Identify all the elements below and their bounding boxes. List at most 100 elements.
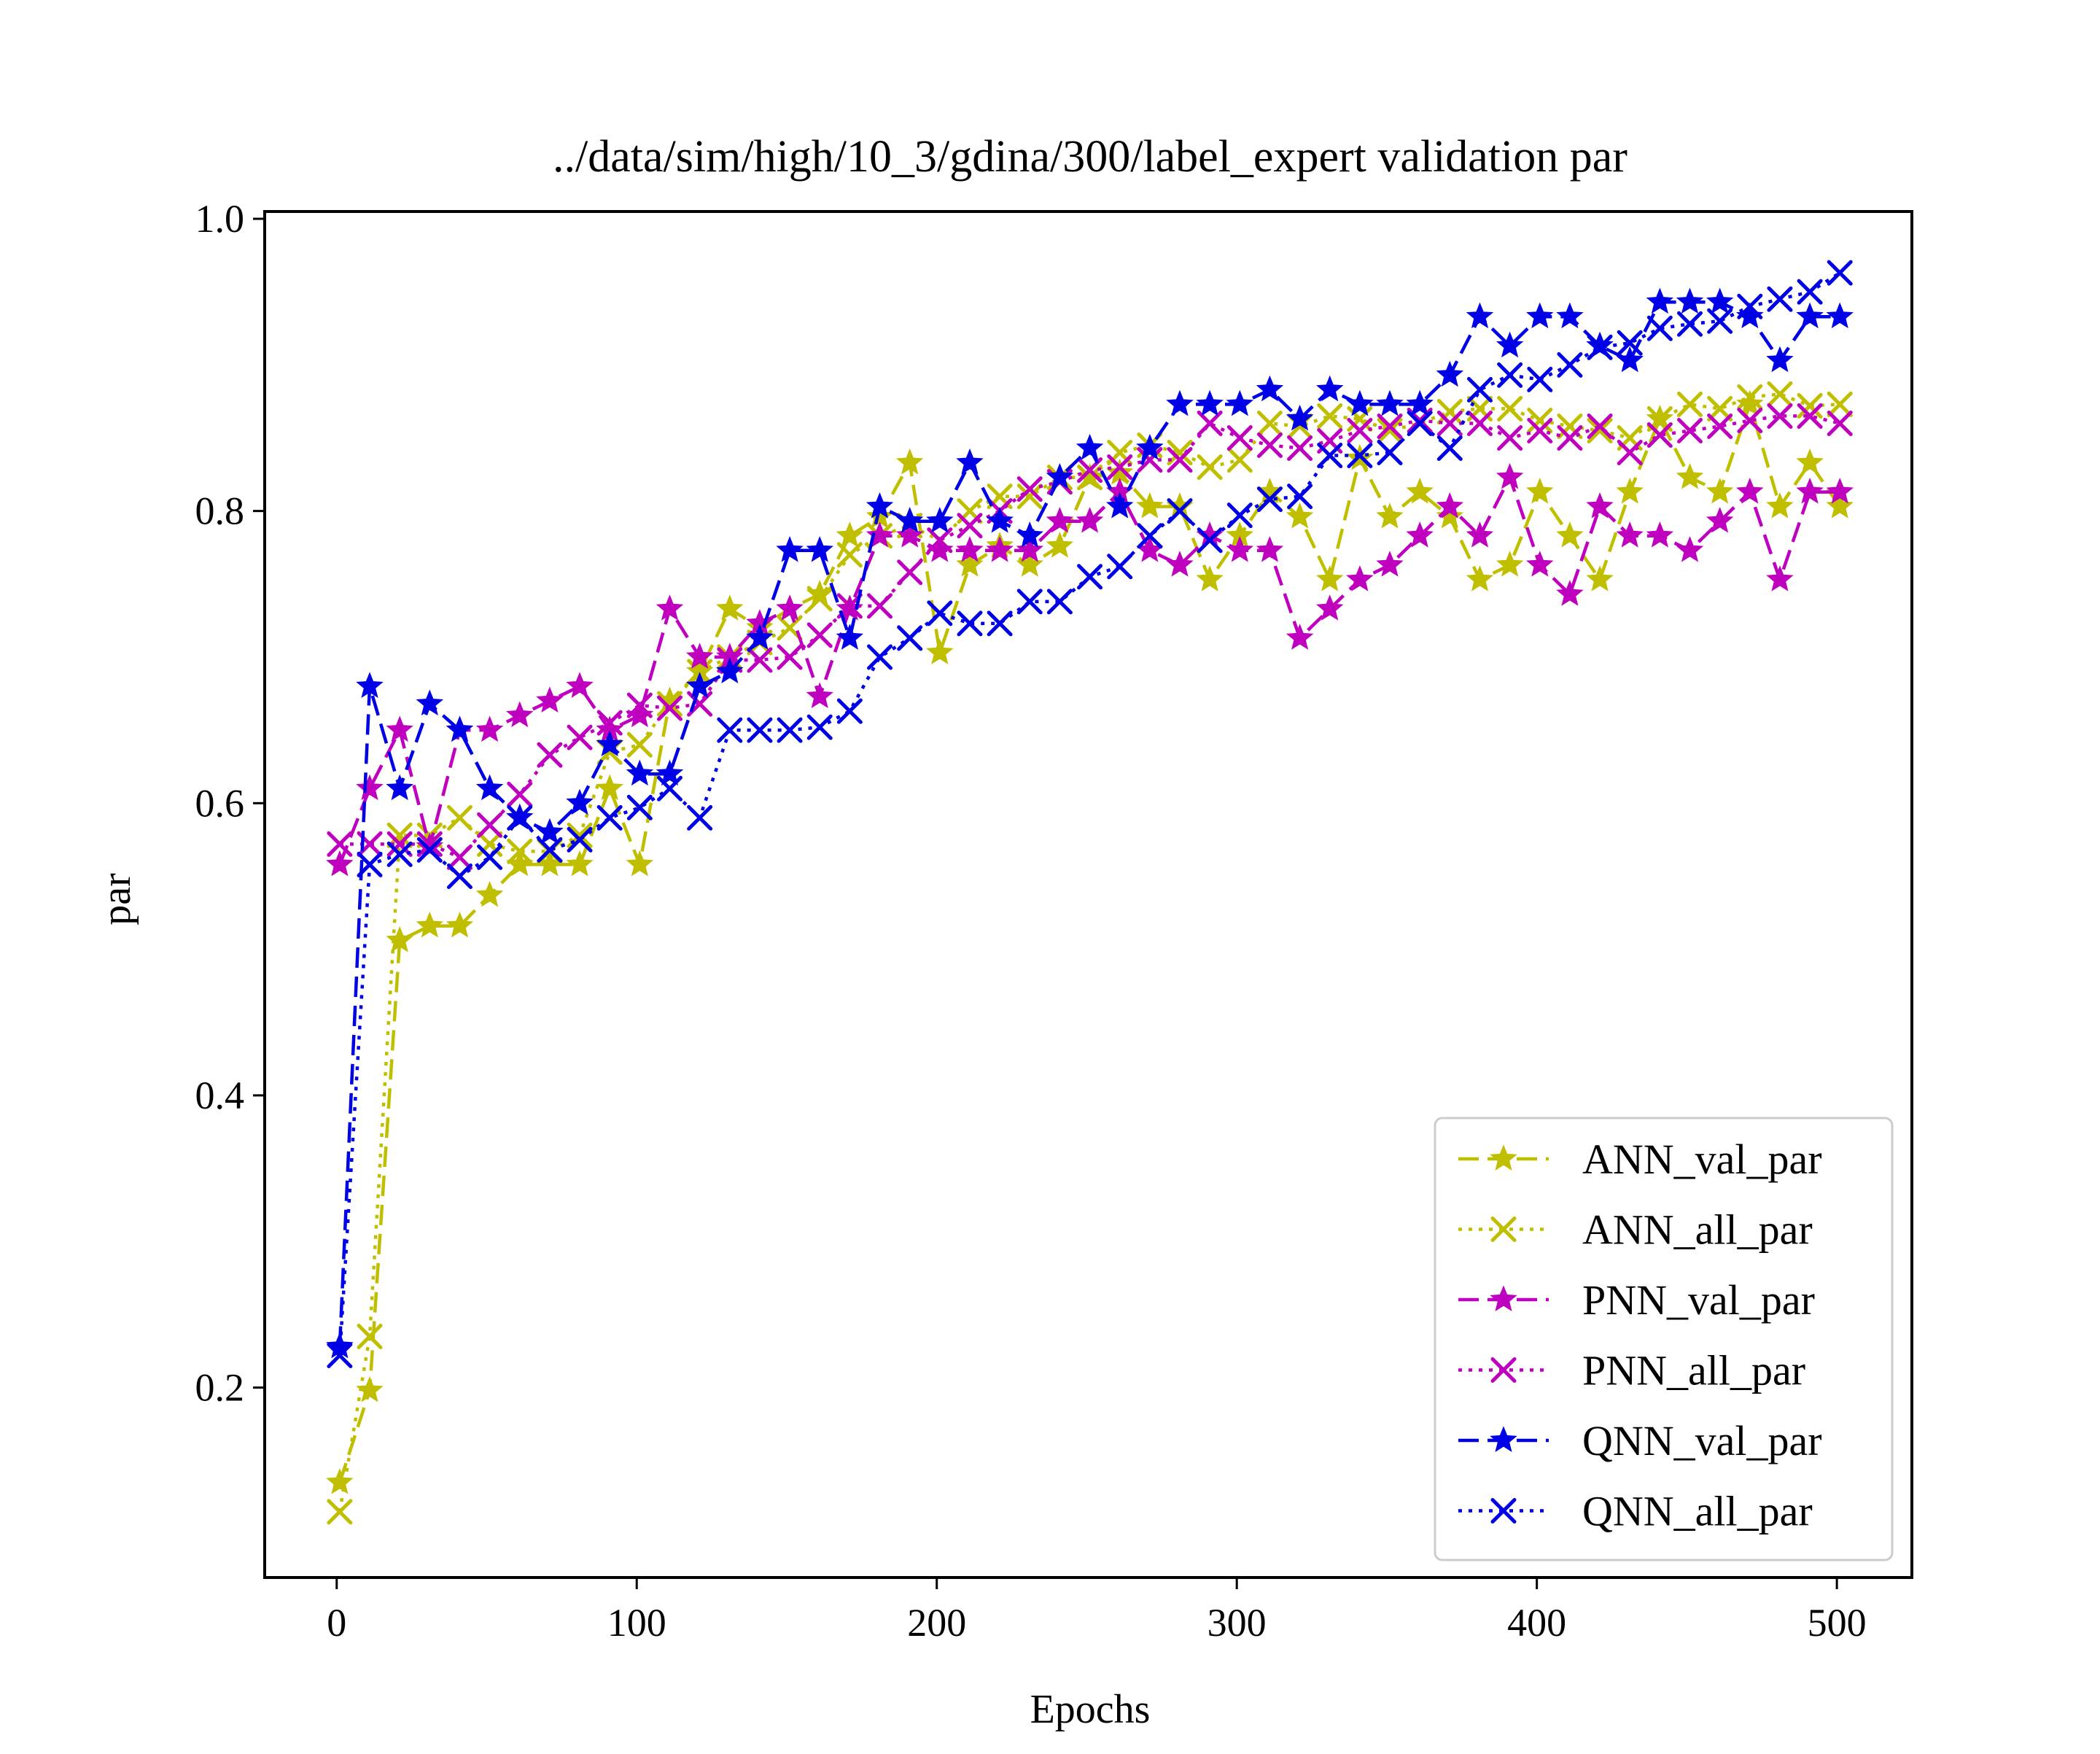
data-point-PNN_all_par-19-stroke-b [897, 559, 923, 586]
data-point-QNN_val_par-45 [1676, 287, 1704, 314]
data-point-PNN_all_par-8 [567, 724, 593, 750]
data-point-ANN_val_par-49 [1796, 448, 1824, 475]
data-point-QNN_all_par-1-stroke-b [357, 851, 383, 877]
data-point-QNN_all_par-18 [867, 644, 893, 670]
data-point-ANN_all_par-31 [1256, 410, 1283, 436]
data-point-QNN_val_par-5 [475, 774, 504, 801]
data-point-PNN_all_par-18-stroke-b [867, 593, 893, 619]
data-point-PNN_all_par-37-stroke-b [1436, 410, 1463, 436]
data-point-QNN_all_par-27 [1137, 523, 1163, 549]
data-point-QNN_val_par-49 [1796, 302, 1824, 329]
data-point-QNN_val_par-50 [1826, 302, 1854, 329]
data-point-QNN_all_par-32 [1287, 484, 1313, 510]
data-point-ANN_val_par-39 [1496, 551, 1524, 577]
x-tick-label-1: 100 [607, 1601, 666, 1645]
data-point-QNN_val_par-17 [836, 624, 864, 650]
data-point-QNN_val_par-26 [1105, 492, 1134, 519]
data-point-PNN_all_par-19 [897, 559, 923, 586]
data-point-QNN_all_par-7 [537, 837, 563, 863]
data-point-QNN_all_par-0-stroke-b [327, 1343, 353, 1369]
data-point-PNN_val_par-31 [1256, 536, 1284, 562]
data-point-PNN_all_par-30-stroke-b [1226, 424, 1253, 451]
data-point-PNN_val_par-10 [626, 701, 654, 728]
data-point-PNN_val_par-16 [806, 682, 833, 708]
data-point-PNN_all_par-16-stroke-b [806, 622, 833, 648]
data-point-PNN_all_par-9 [596, 710, 623, 736]
data-point-PNN_val_par-28 [1166, 551, 1194, 577]
data-point-QNN_all_par-23-stroke-b [1016, 589, 1043, 615]
data-point-ANN_all_par-40-stroke-b [1527, 407, 1553, 433]
data-point-PNN_val_par-38 [1466, 521, 1494, 548]
data-point-QNN_val_par-37 [1436, 360, 1464, 387]
data-point-PNN_all_par-35 [1377, 413, 1403, 439]
data-point-PNN_all_par-30 [1226, 424, 1253, 451]
data-point-ANN_val_par-41 [1556, 521, 1584, 548]
data-point-PNN_all_par-9-stroke-b [596, 710, 623, 736]
data-point-QNN_val_par-35 [1376, 389, 1404, 416]
data-point-ANN_val_par-20 [926, 638, 954, 664]
data-point-PNN_all_par-46 [1707, 413, 1733, 439]
data-point-ANN_all_par-49-stroke-b [1797, 392, 1823, 419]
data-point-ANN_val_par-19 [895, 448, 924, 475]
data-point-ANN_all_par-41-stroke-b [1557, 413, 1583, 439]
data-point-QNN_val_par-11 [656, 759, 684, 786]
data-point-QNN_all_par-44 [1646, 315, 1673, 341]
data-point-PNN_all_par-2-stroke-b [386, 831, 413, 857]
data-point-QNN_all_par-2 [386, 841, 413, 867]
data-point-QNN_val_par-9 [596, 730, 623, 757]
data-point-PNN_all_par-49-stroke-b [1797, 403, 1823, 429]
data-point-PNN_all_par-8-stroke-b [567, 724, 593, 750]
data-point-QNN_all_par-20-stroke-b [927, 600, 953, 626]
y-tick-label-3: 0.8 [195, 489, 245, 533]
data-point-QNN_all_par-30 [1226, 502, 1253, 529]
data-point-ANN_all_par-17 [836, 542, 863, 568]
data-point-PNN_all_par-32 [1287, 435, 1313, 462]
data-point-QNN_all_par-26-stroke-b [1107, 554, 1133, 580]
data-point-PNN_val_par-2 [386, 715, 413, 742]
data-point-PNN_all_par-2 [386, 831, 413, 857]
data-point-PNN_all_par-14 [747, 647, 773, 673]
data-point-QNN_all_par-21-stroke-b [957, 610, 983, 637]
data-point-PNN_val_par-36 [1406, 521, 1434, 548]
data-point-PNN_all_par-7-stroke-b [537, 742, 563, 768]
data-point-PNN_val_par-49 [1796, 477, 1824, 504]
data-point-ANN_val_par-2 [386, 925, 413, 952]
data-point-ANN_all_par-48-stroke-b [1767, 381, 1793, 407]
data-point-PNN_all_par-23-stroke-b [1016, 476, 1043, 502]
x-tick-label-5: 500 [1808, 1601, 1867, 1645]
data-point-PNN_all_par-41-stroke-b [1557, 424, 1583, 451]
data-point-QNN_all_par-3-stroke-b [416, 837, 443, 863]
data-point-ANN_all_par-1 [357, 1323, 383, 1349]
data-point-PNN_val_par-50 [1826, 477, 1854, 504]
plot-frame [263, 210, 1913, 1579]
data-point-PNN_all_par-18 [867, 593, 893, 619]
data-point-PNN_all_par-10-stroke-b [626, 692, 653, 718]
data-point-ANN_all_par-29 [1197, 454, 1223, 481]
data-point-ANN_val_par-13 [716, 594, 744, 621]
data-point-PNN_all_par-21 [957, 513, 983, 539]
series-PNN_val_par [326, 462, 1854, 877]
data-point-QNN_all_par-6 [507, 804, 533, 831]
data-point-QNN_all_par-12-stroke-b [687, 804, 713, 831]
data-point-QNN_all_par-12 [687, 804, 713, 831]
data-point-QNN_all_par-37-stroke-b [1436, 435, 1463, 462]
data-point-QNN_val_par-48 [1766, 346, 1794, 373]
data-point-QNN_all_par-33-stroke-b [1317, 443, 1343, 469]
data-point-PNN_all_par-28 [1167, 447, 1193, 473]
data-point-ANN_val_par-24 [1046, 532, 1074, 558]
data-point-PNN_val_par-39 [1496, 462, 1524, 489]
data-point-QNN_all_par-43-stroke-b [1617, 330, 1643, 356]
plot-area [263, 210, 1913, 1579]
y-tick-label-2: 0.6 [195, 781, 245, 825]
data-point-PNN_all_par-7 [537, 742, 563, 768]
data-point-QNN_val_par-16 [806, 536, 833, 562]
data-point-ANN_all_par-46-stroke-b [1707, 395, 1733, 422]
data-point-QNN_val_par-36 [1406, 389, 1434, 416]
data-point-QNN_all_par-28-stroke-b [1167, 498, 1193, 524]
data-point-QNN_all_par-13 [717, 717, 743, 743]
data-point-QNN_all_par-11-stroke-b [656, 775, 682, 802]
data-point-PNN_val_par-23 [1016, 536, 1043, 562]
data-point-ANN_val_par-38 [1466, 565, 1494, 591]
data-point-ANN_all_par-16-stroke-b [806, 586, 833, 612]
data-point-PNN_val_par-44 [1646, 521, 1674, 548]
